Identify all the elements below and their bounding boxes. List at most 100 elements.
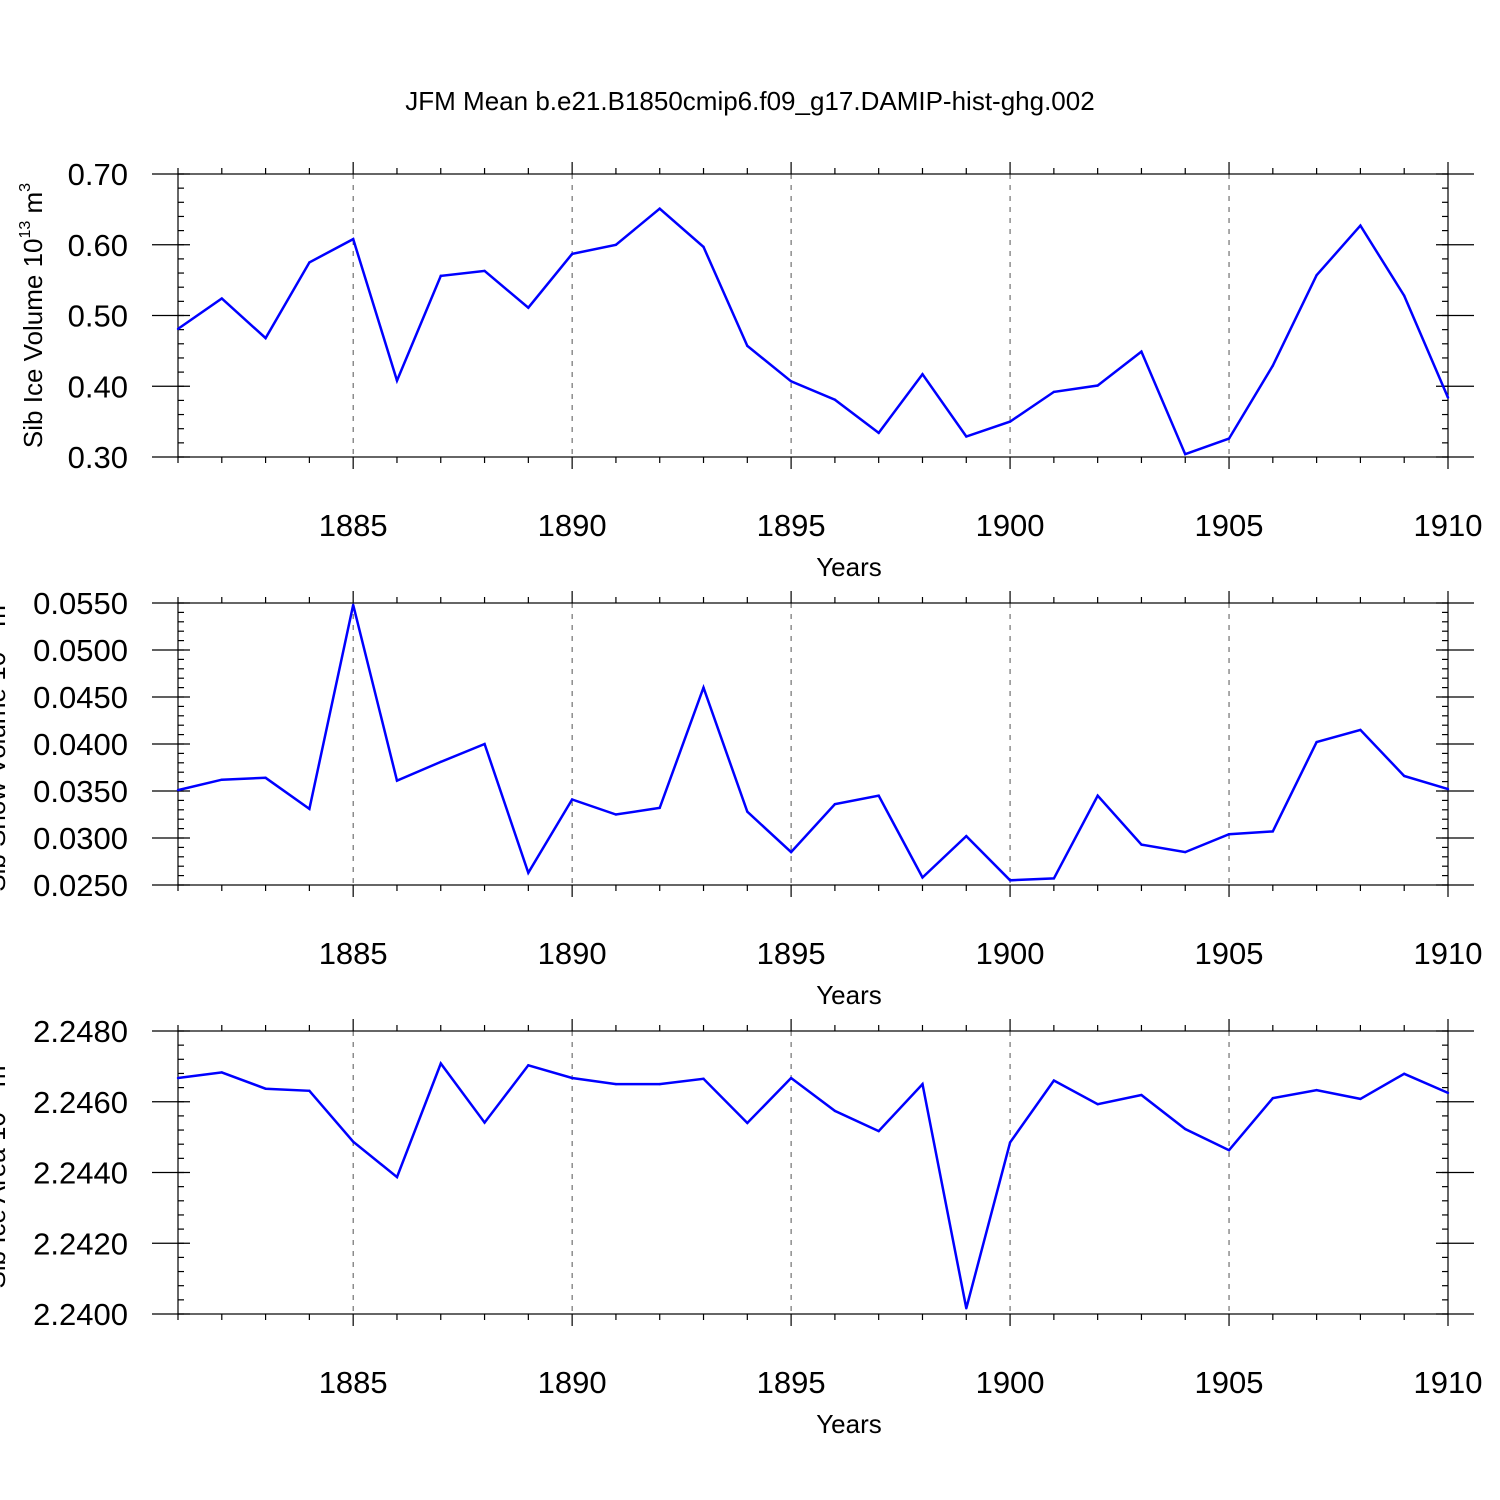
data-point: [439, 760, 442, 764]
data-point: [1096, 1103, 1099, 1106]
data-point: [1403, 1072, 1406, 1076]
data-point: [658, 806, 661, 810]
data-point: [1140, 843, 1143, 846]
data-point: [746, 1121, 749, 1125]
data-point: [570, 252, 574, 256]
x-tick-label: 1890: [538, 1365, 607, 1400]
y-tick-label: 0.0500: [33, 633, 128, 668]
series-line: [177, 604, 1449, 882]
data-point: [921, 373, 924, 376]
data-point: [965, 834, 968, 838]
data-point: [1403, 774, 1406, 778]
y-tick-label: 2.2420: [33, 1226, 128, 1261]
x-axis-label: Years: [816, 980, 882, 1010]
data-point: [220, 297, 223, 300]
y-axis-label: Sib Ice Area 1012 m2: [0, 1056, 11, 1288]
data-point: [1315, 740, 1318, 744]
data-point: [1096, 794, 1099, 797]
x-tick-label: 1895: [757, 508, 826, 543]
y-tick-label: 0.60: [68, 228, 128, 263]
data-point: [877, 431, 880, 435]
data-point: [220, 1071, 223, 1074]
data-point: [308, 1089, 311, 1092]
data-point: [658, 1082, 661, 1086]
y-tick-label: 0.30: [68, 440, 128, 475]
data-point: [570, 798, 574, 801]
x-tick-label: 1885: [319, 936, 388, 971]
data-point: [658, 207, 661, 210]
data-point: [702, 245, 705, 249]
data-point: [1403, 294, 1406, 297]
data-point: [1140, 1093, 1143, 1097]
data-point: [395, 779, 399, 782]
panel-2: 0.0250 0.0300 0.0350 0.0400 0.0450 0.0500 0.05…: [0, 586, 1482, 1010]
data-point: [308, 261, 311, 264]
y-tick-label: 2.2480: [33, 1014, 128, 1049]
y-tick-label: 0.0350: [33, 774, 128, 809]
y-tick-label: 0.40: [68, 369, 128, 404]
data-point: [351, 237, 355, 241]
data-point: [1096, 384, 1099, 387]
data-point: [746, 810, 749, 813]
x-tick-label: 1910: [1414, 936, 1483, 971]
panel-1: 0.30 0.40 0.50 0.60 0.70 1885 1890 1895 1900 1905…: [17, 157, 1482, 582]
data-point: [351, 1140, 355, 1143]
y-tick-label: 2.2440: [33, 1156, 128, 1191]
data-point: [833, 1109, 837, 1113]
data-point: [614, 1082, 618, 1086]
data-point: [1227, 437, 1231, 440]
data-point: [1227, 833, 1231, 836]
data-point: [1008, 879, 1012, 882]
data-point: [921, 876, 924, 879]
y-tick-label: 0.0250: [33, 868, 128, 903]
data-point: [395, 1175, 399, 1179]
data-point: [789, 850, 793, 854]
data-point: [702, 1077, 705, 1080]
data-point: [264, 336, 267, 340]
data-point: [1140, 350, 1143, 353]
data-point: [1052, 390, 1056, 394]
data-point: [176, 788, 180, 792]
data-point: [1271, 830, 1275, 833]
data-point: [877, 794, 880, 797]
data-point: [1184, 452, 1187, 456]
x-tick-label: 1890: [538, 936, 607, 971]
data-point: [570, 1076, 574, 1080]
x-tick-label: 1885: [319, 508, 388, 543]
y-tick-label: 0.50: [68, 299, 128, 334]
series-line: [177, 207, 1450, 456]
data-point: [877, 1129, 880, 1133]
data-point: [176, 1076, 180, 1080]
x-tick-label: 1895: [757, 1365, 826, 1400]
data-point: [395, 379, 399, 382]
data-point: [351, 603, 355, 607]
chart-title: JFM Mean b.e21.B1850cmip6.f09_g17.DAMIP-…: [405, 86, 1094, 116]
data-point: [833, 802, 837, 806]
y-tick-label: 0.0550: [33, 586, 128, 621]
data-point: [1359, 1097, 1362, 1101]
data-point: [483, 742, 486, 746]
data-point: [439, 1062, 442, 1065]
data-point: [1359, 224, 1362, 227]
y-tick-label: 0.0300: [33, 821, 128, 856]
data-point: [308, 807, 311, 811]
data-point: [614, 243, 618, 246]
data-point: [483, 1121, 486, 1124]
x-tick-label: 1910: [1414, 508, 1483, 543]
data-point: [1052, 1079, 1056, 1082]
x-axis-label: Years: [816, 1409, 882, 1439]
y-tick-label: 0.0450: [33, 680, 128, 715]
data-point: [746, 344, 749, 348]
data-point: [1359, 728, 1362, 732]
data-point: [176, 327, 180, 331]
plot-frame: [177, 173, 1449, 458]
data-point: [264, 776, 267, 780]
data-point: [1184, 1127, 1187, 1131]
data-point: [439, 274, 442, 278]
data-point: [527, 306, 530, 309]
data-point: [1315, 1088, 1318, 1092]
y-axis-label: Sib Ice Volume 1013 m3: [17, 183, 48, 448]
x-tick-label: 1910: [1414, 1365, 1483, 1400]
y-tick-label: 0.70: [68, 157, 128, 192]
x-axis-label: Years: [816, 552, 882, 582]
